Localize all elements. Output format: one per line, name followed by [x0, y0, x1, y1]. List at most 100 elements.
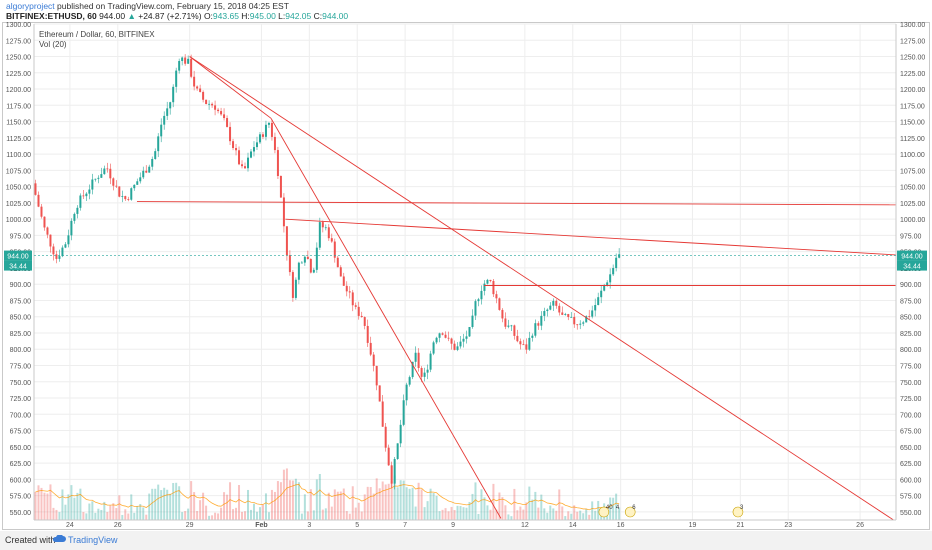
candle-body — [402, 400, 405, 425]
tradingview-link[interactable]: TradingView — [68, 535, 118, 545]
candle-body — [118, 186, 121, 197]
candle-body — [585, 316, 588, 323]
x-tick-label: 5 — [355, 522, 359, 529]
candle-body — [573, 316, 576, 325]
x-tick-label: 23 — [784, 522, 792, 529]
volume-bar — [244, 511, 247, 520]
volume-bar — [588, 514, 591, 520]
candle-body — [357, 306, 360, 316]
candle-body — [205, 99, 208, 105]
volume-bar — [453, 510, 456, 520]
y-tick-label-left: 600.00 — [10, 477, 32, 484]
candle-body — [34, 183, 37, 195]
high-value: 945.00 — [249, 11, 276, 21]
volume-bar — [235, 507, 238, 520]
volume-bar — [462, 507, 465, 520]
candle-body — [115, 185, 118, 187]
candle-body — [486, 279, 489, 284]
y-tick-label-right: 775.00 — [900, 364, 922, 371]
y-tick-label-right: 725.00 — [900, 396, 922, 403]
y-tick-label-right: 1025.00 — [900, 201, 925, 208]
candle-body — [468, 326, 471, 337]
volume-bar — [52, 507, 55, 520]
candle-body — [609, 274, 612, 283]
y-tick-label-right: 575.00 — [900, 494, 922, 501]
candle-body — [555, 300, 558, 306]
volume-bar — [232, 509, 235, 520]
candle-body — [145, 170, 148, 173]
event-label: 3 — [740, 505, 744, 511]
low-value: 942.05 — [285, 11, 312, 21]
chart-header: algoryproject published on TradingView.c… — [2, 0, 930, 22]
volume-bar — [537, 507, 540, 520]
candle-body — [405, 384, 408, 401]
x-tick-label: 21 — [736, 522, 744, 529]
volume-bar — [597, 500, 600, 520]
y-tick-label-right: 1250.00 — [900, 55, 925, 62]
volume-bar — [76, 492, 79, 520]
candle-body — [40, 206, 43, 217]
candle-body — [396, 443, 399, 459]
y-tick-label-right: 975.00 — [900, 233, 922, 240]
candle-body — [276, 150, 279, 176]
volume-bar — [609, 497, 612, 520]
candle-body — [52, 246, 55, 255]
volume-bar — [103, 501, 106, 520]
volume-bar — [507, 514, 510, 520]
y-tick-label-left: 550.00 — [10, 510, 32, 517]
volume-bars — [34, 468, 621, 520]
candle-body — [288, 255, 291, 273]
volume-bar — [450, 506, 453, 520]
volume-bar — [531, 499, 534, 520]
candle-body — [612, 268, 615, 275]
candle-body — [429, 353, 432, 370]
candle-body — [597, 297, 600, 305]
volume-bar — [288, 480, 291, 520]
candle-body — [285, 226, 288, 256]
candle-body — [435, 337, 438, 343]
x-tick-label: 19 — [689, 522, 697, 529]
x-tick-label: 12 — [521, 522, 529, 529]
volume-bar — [570, 513, 573, 520]
volume-title: Vol (20) — [39, 40, 67, 49]
candle-body — [196, 86, 199, 89]
open-value: 943.65 — [212, 11, 239, 21]
volume-bar — [303, 494, 306, 520]
candle-body — [462, 338, 465, 342]
candle-body — [291, 272, 294, 298]
candle-body — [294, 279, 297, 298]
volume-bar — [88, 503, 91, 520]
candle-body — [588, 316, 591, 317]
volume-bar — [375, 478, 378, 520]
y-tick-label-right: 875.00 — [900, 298, 922, 305]
y-tick-label-right: 1150.00 — [900, 120, 925, 127]
volume-bar — [154, 488, 157, 520]
volume-bar — [525, 502, 528, 520]
volume-bar — [324, 508, 327, 520]
candle-body — [576, 324, 579, 326]
candle-body — [504, 318, 507, 327]
volume-bar — [552, 508, 555, 520]
y-tick-label-left: 775.00 — [10, 364, 32, 371]
candle-body — [166, 108, 169, 116]
candle-body — [214, 105, 217, 110]
y-tick-label-right: 800.00 — [900, 347, 922, 354]
volume-ma-line — [35, 483, 620, 511]
author-link[interactable]: algoryproject — [6, 1, 55, 11]
price-chart[interactable]: 550.00 550.00 575.00 575.00 600.00 600.00 625.… — [0, 0, 932, 531]
volume-bar — [130, 494, 133, 520]
candle-body — [235, 148, 238, 151]
candle-body — [441, 333, 444, 335]
volume-bar — [519, 506, 522, 520]
volume-bar — [294, 478, 297, 520]
event-flag-icon — [732, 506, 744, 518]
volume-bar — [465, 507, 468, 520]
volume-bar — [184, 511, 187, 520]
candle-body — [471, 315, 474, 327]
candle-body — [139, 177, 142, 182]
volume-badge-right-bg — [897, 260, 927, 271]
candle-body — [567, 314, 570, 318]
candle-body — [552, 300, 555, 306]
volume-bar — [387, 483, 390, 520]
volume-bar — [217, 513, 220, 520]
